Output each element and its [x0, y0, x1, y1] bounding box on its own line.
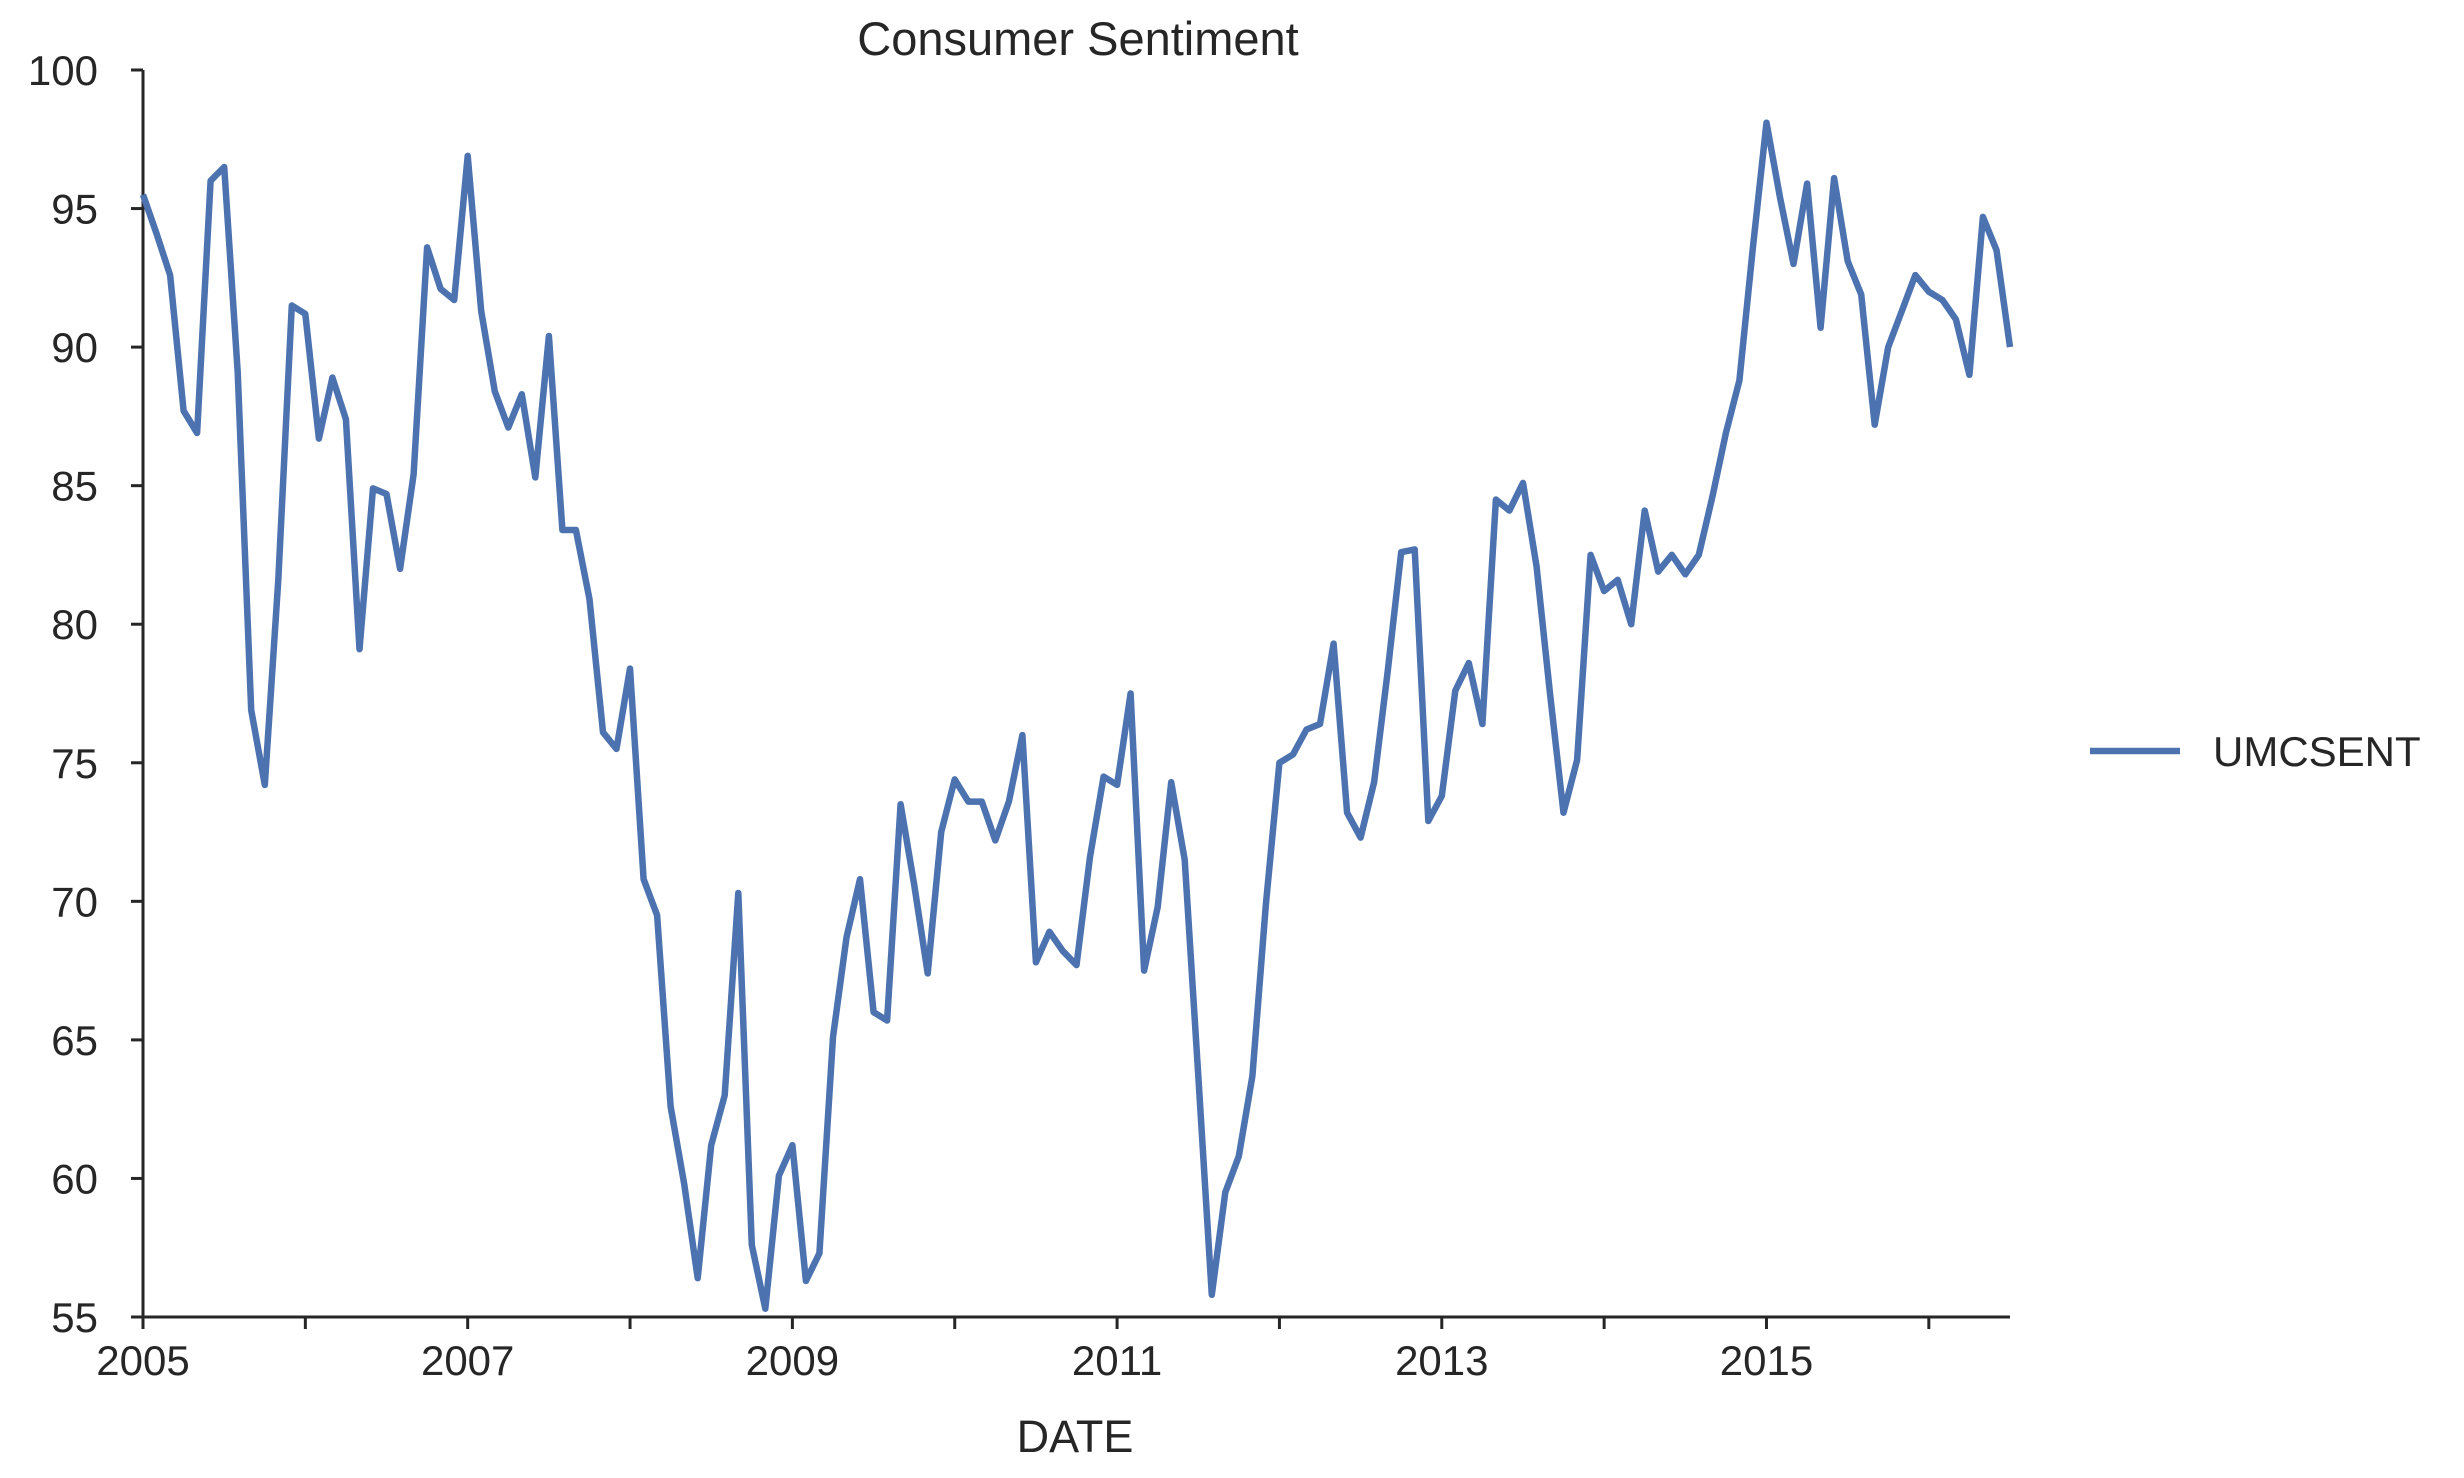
series-line-umcsent [139, 119, 2014, 1312]
chart-title: Consumer Sentiment [857, 12, 1298, 65]
y-tick-label: 60 [51, 1155, 98, 1202]
legend-label-umcsent: UMCSENT [2213, 728, 2421, 775]
x-axis-ticks: 2005 2007 2009 2011 2013 2015 [96, 1317, 1931, 1384]
x-axis-title: DATE [1017, 1411, 1134, 1462]
y-tick-label: 95 [51, 186, 98, 233]
x-tick-label: 2013 [1395, 1337, 1488, 1384]
y-tick-label: 65 [51, 1017, 98, 1064]
y-tick-label: 90 [51, 324, 98, 371]
y-tick-label: 55 [51, 1294, 98, 1341]
y-tick-label: 85 [51, 463, 98, 510]
y-tick-label: 70 [51, 878, 98, 925]
y-tick-label: 100 [28, 47, 98, 94]
x-tick-label: 2011 [1072, 1337, 1162, 1384]
x-tick-label: 2015 [1720, 1337, 1813, 1384]
legend: UMCSENT [2090, 728, 2421, 775]
x-tick-label: 2007 [421, 1337, 514, 1384]
x-tick-label: 2009 [746, 1337, 839, 1384]
y-tick-label: 80 [51, 601, 98, 648]
x-tick-label: 2005 [96, 1337, 189, 1384]
y-axis-ticks: 55 60 65 70 75 80 85 90 95 100 [28, 47, 143, 1341]
y-tick-label: 75 [51, 740, 98, 787]
